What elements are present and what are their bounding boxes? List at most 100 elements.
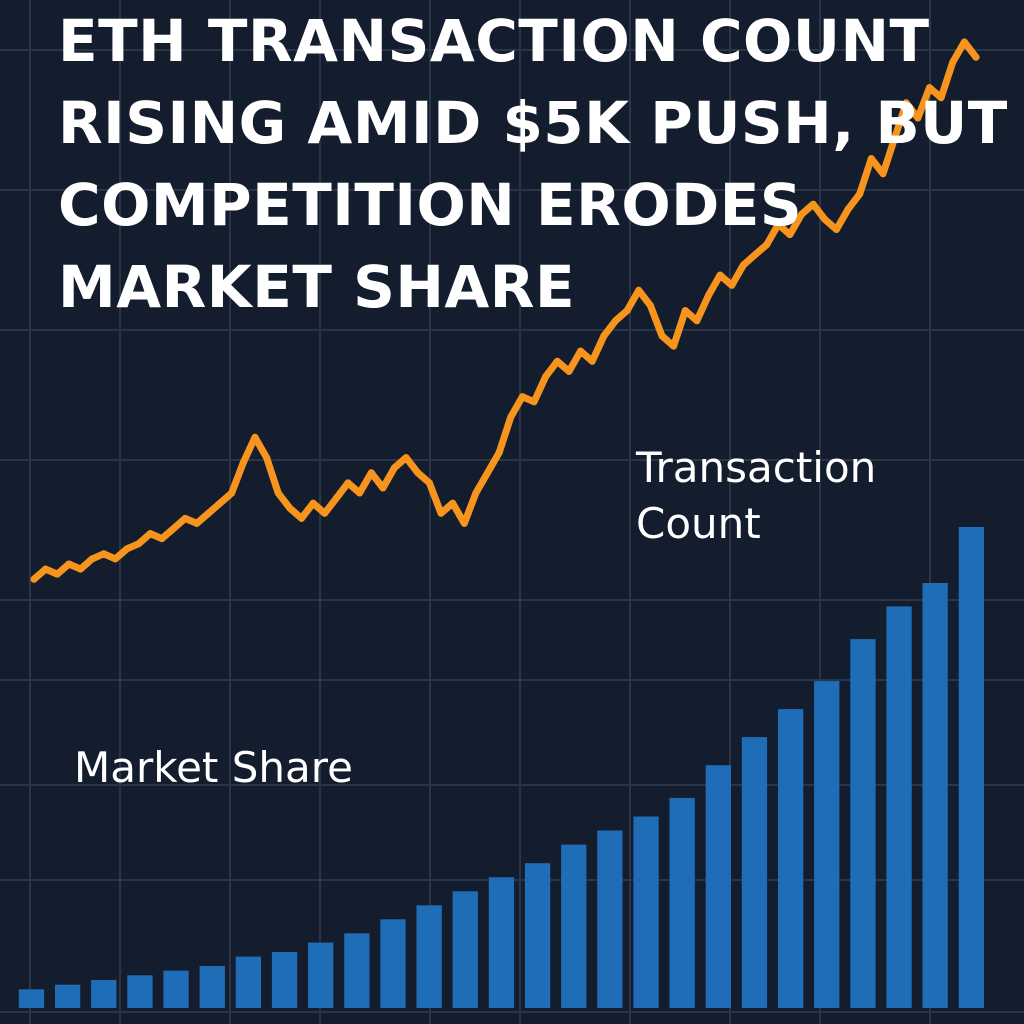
market-share-bar <box>958 527 984 1008</box>
transaction-count-point <box>309 499 317 507</box>
market-share-bar <box>488 877 515 1008</box>
chart-title: ETH TRANSACTION COUNT RISING AMID $5K PU… <box>58 0 1008 328</box>
transaction-count-point <box>670 342 678 350</box>
transaction-count-point <box>879 170 887 178</box>
transaction-count-point <box>914 114 922 122</box>
market-share-bar <box>778 709 804 1008</box>
transaction-count-point <box>588 357 596 365</box>
market-share-bar <box>886 606 912 1008</box>
transaction-count-point <box>681 307 689 315</box>
market-share-bar <box>597 830 623 1008</box>
transaction-count-point <box>111 555 119 563</box>
transaction-count-point <box>344 479 352 487</box>
transaction-count-point <box>379 484 387 492</box>
title-line-1: ETH TRANSACTION COUNT <box>58 7 930 75</box>
transaction-count-point <box>181 514 189 522</box>
title-line-3: COMPETITION ERODES <box>58 171 803 239</box>
transaction-count-point <box>30 575 38 583</box>
transaction-count-point <box>495 449 503 456</box>
market-share-bars <box>18 527 984 1008</box>
transaction-count-series <box>30 38 980 583</box>
market-share-bar <box>524 863 551 1008</box>
transaction-count-point <box>949 58 957 66</box>
transaction-count-point <box>763 241 771 249</box>
transaction-count-point <box>321 509 329 517</box>
transaction-count-point <box>798 210 806 218</box>
transaction-count-point <box>972 53 980 61</box>
transaction-count-point <box>926 84 933 92</box>
transaction-count-point <box>542 373 550 380</box>
transaction-count-point <box>158 535 166 543</box>
transaction-count-point <box>786 231 794 239</box>
transaction-count-point <box>565 367 573 375</box>
transaction-count-point <box>100 550 108 558</box>
transaction-count-point <box>530 398 538 406</box>
market-share-bar <box>416 905 442 1008</box>
transaction-count-point <box>42 565 50 573</box>
market-share-bar <box>199 966 225 1008</box>
transaction-count-point <box>402 454 410 462</box>
market-share-bar <box>561 844 587 1008</box>
transaction-count-point <box>623 307 631 315</box>
market-share-bar <box>850 639 876 1008</box>
transaction-count-point <box>332 494 340 502</box>
transaction-count-point <box>507 413 515 421</box>
transaction-count-point <box>123 545 131 553</box>
transaction-count-point <box>77 565 84 573</box>
market-share-bar <box>741 737 768 1008</box>
transaction-count-point <box>867 155 875 163</box>
transaction-count-point <box>193 519 201 527</box>
market-share-bar <box>705 765 731 1008</box>
transaction-count-point <box>658 332 666 340</box>
transaction-count-point <box>612 317 619 325</box>
transaction-count-point <box>832 226 840 233</box>
transaction-count-point <box>960 38 968 46</box>
market-share-bar <box>922 583 948 1008</box>
transaction-count-point <box>646 302 654 309</box>
market-share-bar <box>271 952 298 1008</box>
transaction-count-point <box>53 570 61 578</box>
transaction-count-point <box>437 509 445 517</box>
market-share-bar <box>452 891 478 1008</box>
transaction-count-point <box>891 134 899 142</box>
transaction-count-point <box>263 454 271 462</box>
transaction-count-point <box>728 281 736 289</box>
transaction-count-point <box>274 489 282 497</box>
transaction-count-point <box>577 347 585 355</box>
transaction-count-point <box>635 286 643 294</box>
market-share-bar <box>163 970 189 1008</box>
title-line-2: RISING AMID $5K PUSH, BUT <box>58 89 1008 157</box>
market-share-bar <box>55 984 81 1008</box>
transaction-count-point <box>600 332 608 340</box>
transaction-count-point <box>204 509 212 517</box>
transaction-count-point <box>774 220 782 228</box>
transaction-count-line <box>30 38 980 583</box>
transaction-count-point <box>65 560 73 568</box>
transaction-count-point <box>228 489 236 497</box>
market-share-bar <box>380 919 406 1008</box>
transaction-count-point <box>146 530 154 538</box>
transaction-count-point <box>239 459 247 467</box>
transaction-count-point <box>937 94 945 102</box>
transaction-count-point <box>449 499 457 507</box>
transaction-count-point <box>298 514 305 522</box>
transaction-count-point <box>460 519 468 527</box>
transaction-count-point <box>518 393 526 401</box>
transaction-count-point <box>844 205 852 213</box>
market-share-bar <box>633 816 659 1008</box>
transaction-count-point <box>88 555 96 563</box>
transaction-count-point <box>902 99 910 107</box>
transaction-count-point <box>286 504 294 512</box>
market-share-label: Market Share <box>74 743 353 792</box>
transaction-count-point <box>484 469 492 477</box>
transaction-count-point <box>216 499 224 507</box>
transaction-count-point <box>821 215 829 223</box>
market-share-bar <box>308 942 334 1008</box>
transaction-count-point <box>472 489 480 497</box>
market-share-bar <box>669 797 695 1008</box>
transaction-count-point <box>856 190 864 198</box>
transaction-count-label: Transaction Count <box>636 443 877 548</box>
transaction-count-point <box>693 317 701 325</box>
transaction-count-point <box>553 357 561 365</box>
market-share-bar <box>235 956 261 1008</box>
